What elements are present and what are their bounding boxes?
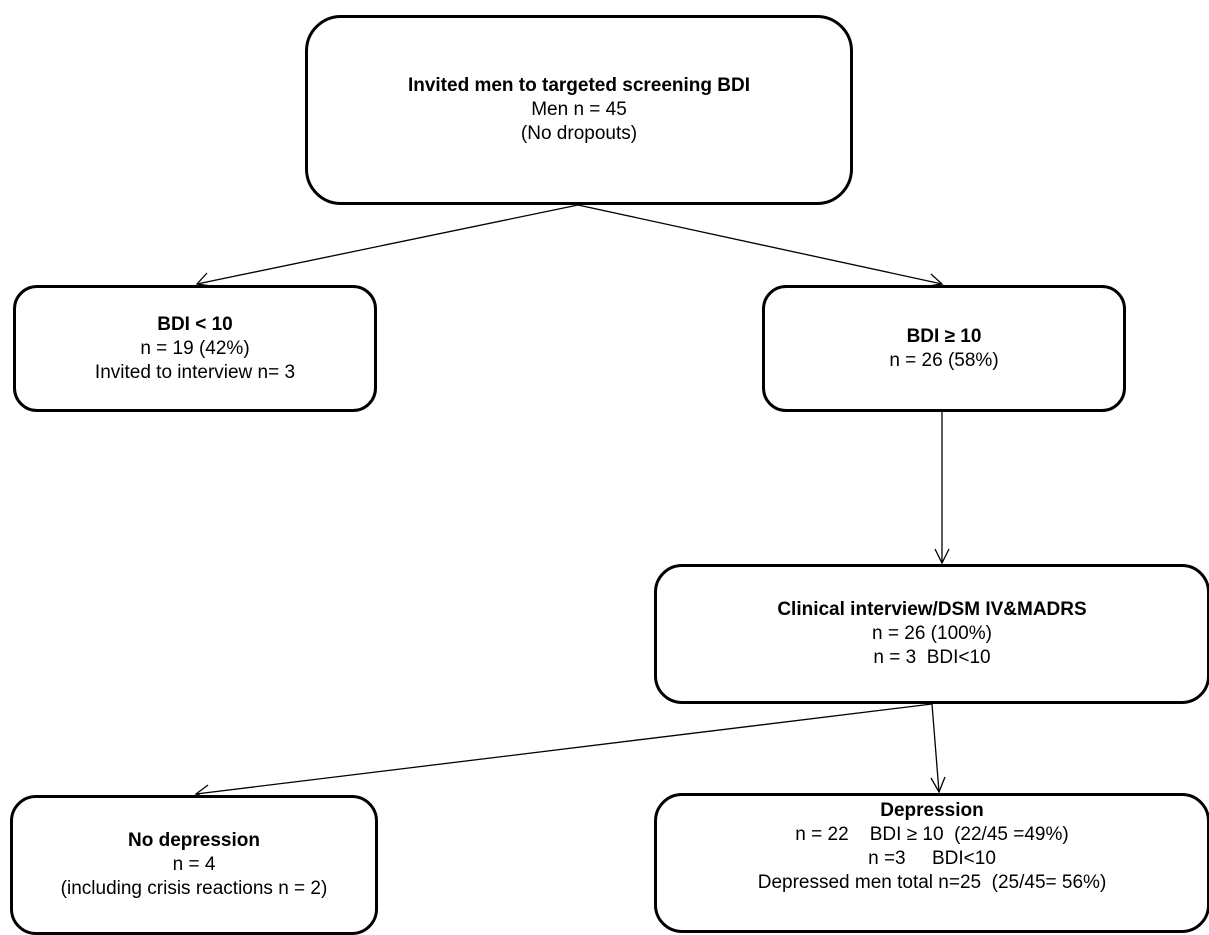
interview-line-2: n = 3 BDI<10 — [873, 647, 991, 668]
no-depression-line-1: n = 4 — [172, 854, 216, 875]
bdi-high-line-1: n = 26 (58%) — [889, 349, 999, 371]
no-depression-title: No depression — [128, 830, 260, 851]
depression-line-2: n =3 BDI<10 — [868, 848, 996, 869]
bdi-low-line-2: Invited to interview n= 3 — [94, 361, 296, 383]
interview-title: Clinical interview/DSM IV&MADRS — [777, 599, 1087, 620]
depression-line-3: Depressed men total n=25 (25/45= 56%) — [757, 872, 1107, 893]
bdi-low-line-1: n = 19 (42%) — [140, 337, 250, 359]
bdi-high-title: BDI ≥ 10 — [906, 325, 982, 347]
depression-box: Depression n = 22 BDI ≥ 10 (22/45 =49%) … — [654, 793, 1209, 933]
screening-box: Invited men to targeted screening BDI Me… — [305, 15, 853, 205]
screening-line-2: (No dropouts) — [520, 123, 638, 144]
interview-box: Clinical interview/DSM IV&MADRS n = 26 (… — [654, 564, 1209, 704]
bdi-low-title: BDI < 10 — [157, 313, 233, 335]
arrow-interview-to-depression — [930, 703, 946, 794]
bdi-low-box: BDI < 10 n = 19 (42%) Invited to intervi… — [13, 285, 377, 412]
screening-line-1: Men n = 45 — [531, 99, 627, 120]
arrow-bdi-high-to-interview — [934, 412, 950, 565]
screening-title: Invited men to targeted screening BDI — [407, 75, 751, 96]
interview-line-1: n = 26 (100%) — [872, 623, 992, 644]
depression-title: Depression — [880, 800, 984, 821]
depression-line-1: n = 22 BDI ≥ 10 (22/45 =49%) — [795, 824, 1069, 845]
arrow-screening-to-bdi-high — [577, 204, 944, 287]
no-depression-box: No depression n = 4 (including crisis re… — [10, 795, 378, 935]
bdi-high-box: BDI ≥ 10 n = 26 (58%) — [762, 285, 1126, 412]
arrow-interview-to-no-depression — [194, 703, 933, 800]
arrow-screening-to-bdi-low — [195, 204, 579, 287]
no-depression-line-2: (including crisis reactions n = 2) — [60, 878, 328, 899]
